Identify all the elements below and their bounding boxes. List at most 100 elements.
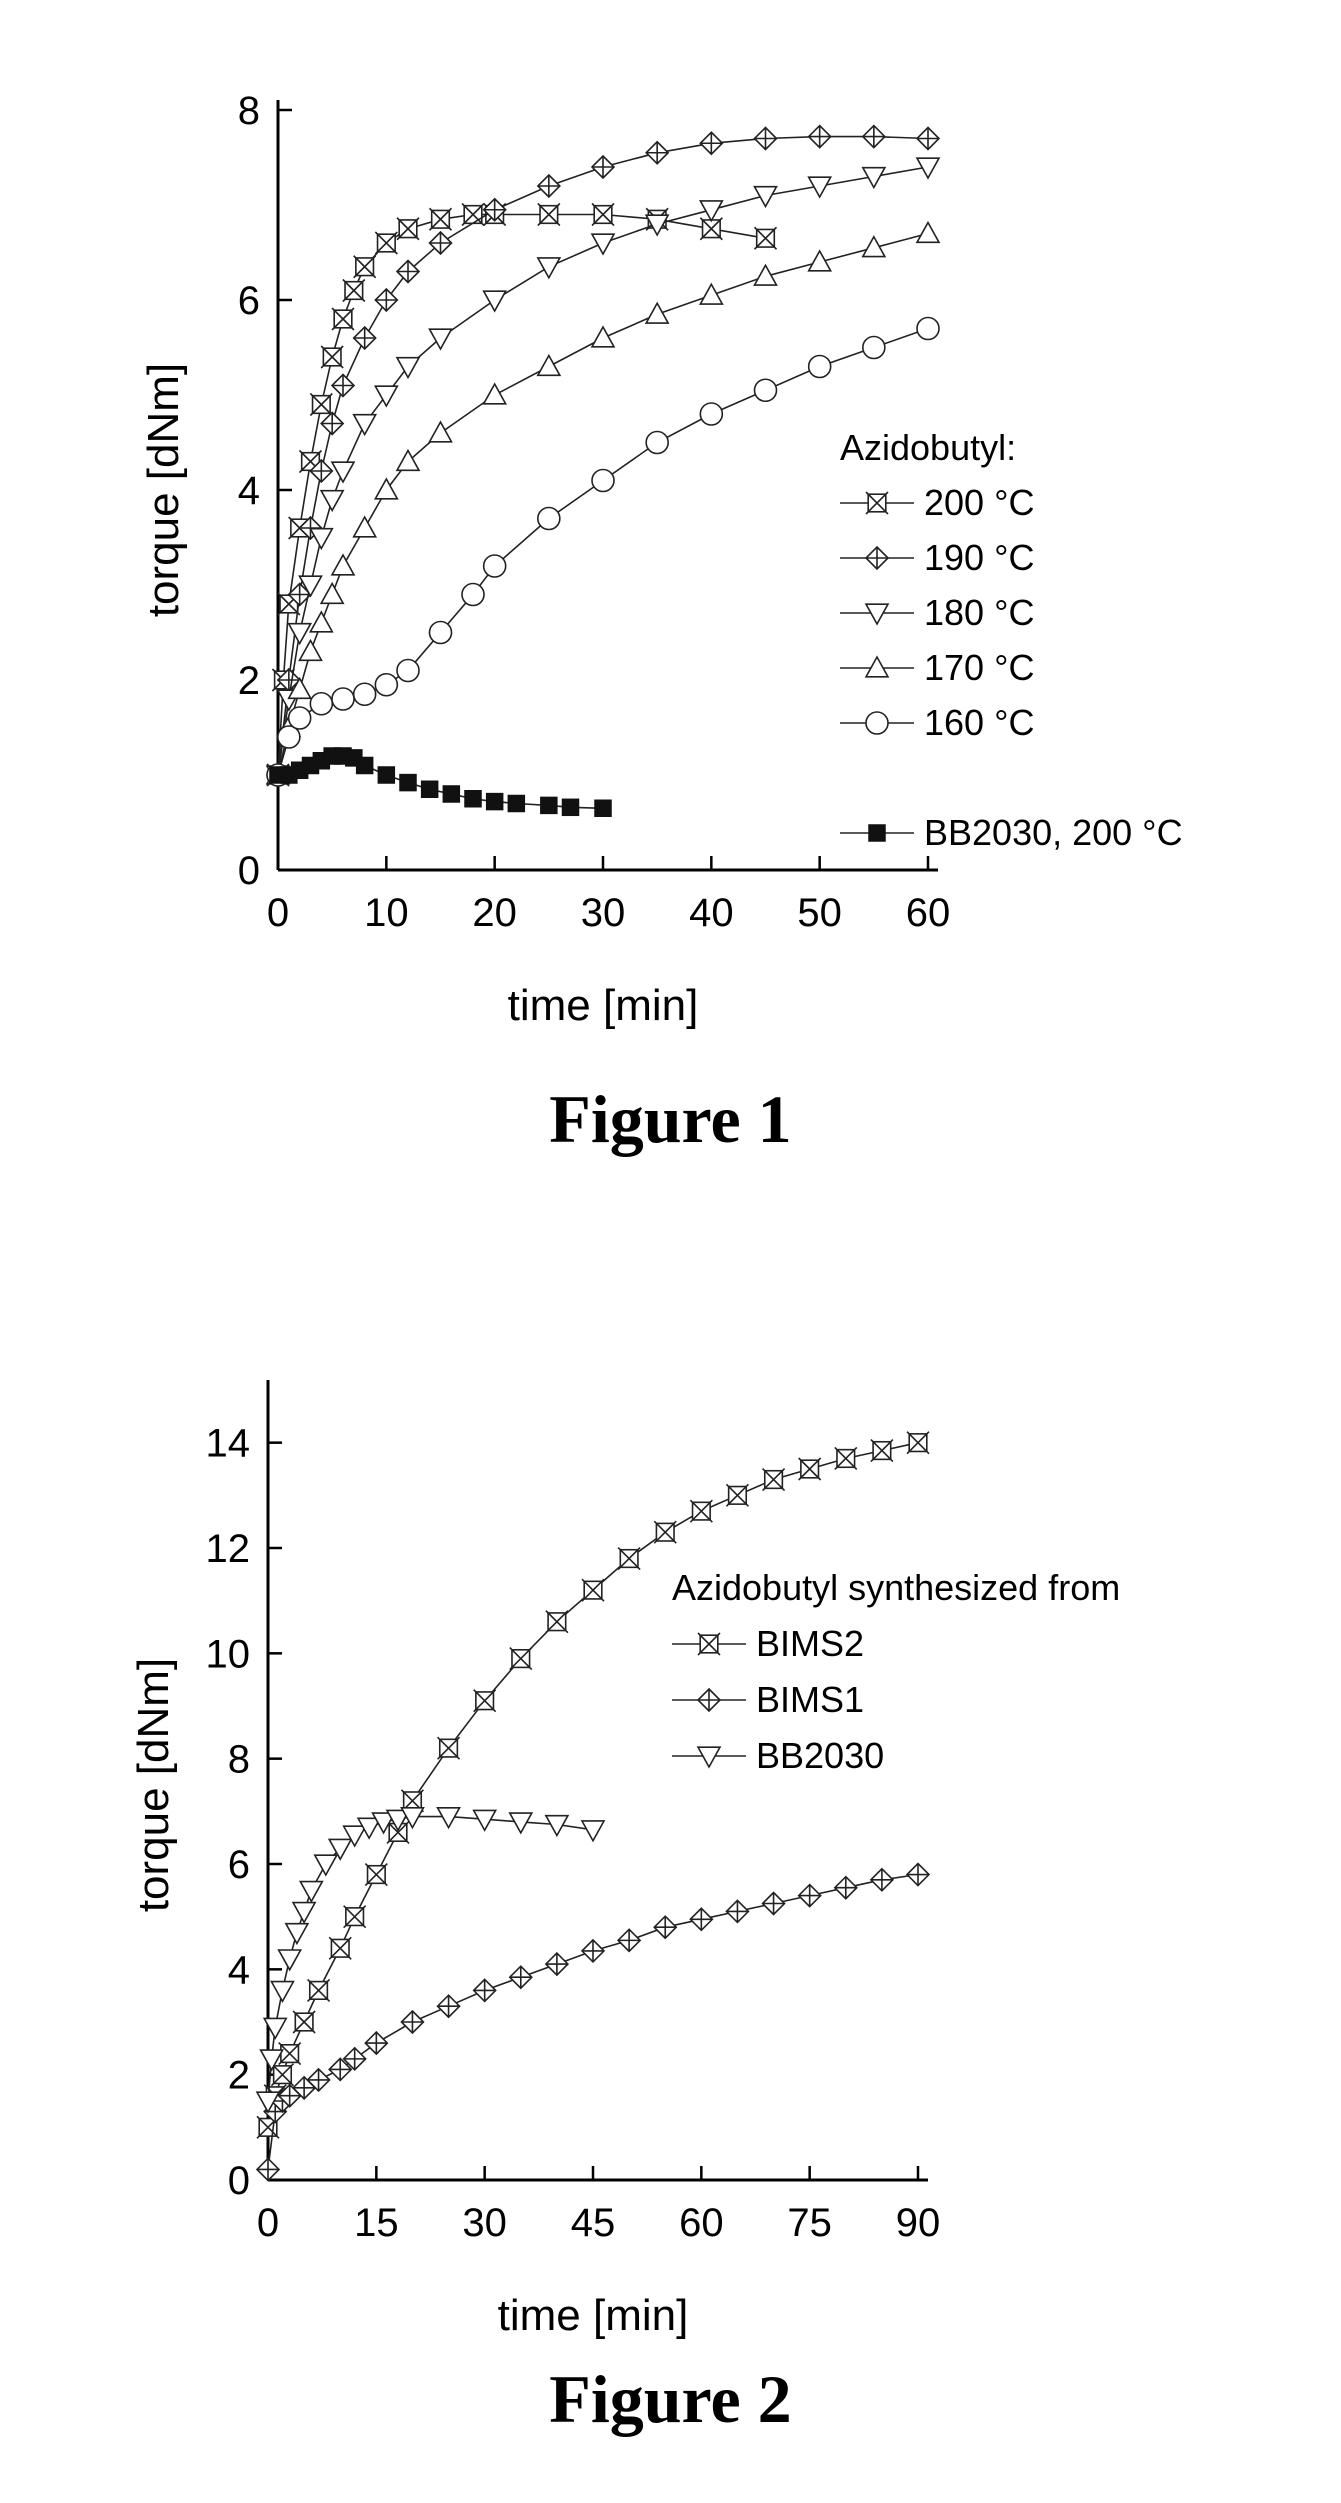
data-point — [271, 2064, 293, 2086]
data-point — [595, 800, 612, 817]
legend-marker — [698, 1747, 720, 1767]
data-point — [300, 641, 322, 661]
data-point — [289, 707, 311, 729]
data-point — [321, 584, 343, 604]
x-tick-label: 40 — [689, 891, 734, 935]
data-point — [332, 462, 354, 482]
data-point — [375, 232, 397, 254]
series-line — [268, 1443, 918, 2128]
data-point-shape — [375, 674, 397, 696]
data-point-shape — [538, 508, 560, 530]
data-point — [871, 1440, 893, 1462]
data-point-shape — [279, 1950, 301, 1970]
data-point — [271, 1982, 293, 2002]
data-point — [917, 128, 939, 150]
legend-label: BB2030 — [756, 1735, 884, 1776]
data-point-shape — [332, 462, 354, 482]
data-point — [400, 774, 417, 791]
data-point-shape — [397, 660, 419, 682]
data-point — [378, 767, 395, 784]
data-point — [917, 318, 939, 340]
y-axis-title: torque [dNm] — [139, 363, 188, 617]
x-tick-label: 30 — [462, 2201, 507, 2245]
data-point — [310, 693, 332, 715]
series-line — [278, 329, 928, 776]
series-circle — [267, 318, 939, 787]
data-point — [726, 1484, 748, 1506]
data-point — [375, 386, 397, 406]
data-point — [332, 375, 354, 397]
x-tick-label: 30 — [581, 891, 626, 935]
x-tick-label: 75 — [787, 2201, 832, 2245]
data-point-shape — [430, 622, 452, 644]
data-point-shape — [332, 555, 354, 575]
legend-label: 200 °C — [924, 482, 1034, 523]
data-point — [592, 156, 614, 178]
y-tick-label: 2 — [228, 2054, 250, 2098]
y-tick-label: 6 — [228, 1843, 250, 1887]
x-tick-label: 0 — [267, 891, 289, 935]
data-point — [654, 1521, 676, 1543]
data-point-shape — [541, 797, 558, 814]
data-point — [863, 337, 885, 359]
data-point-shape — [508, 795, 525, 812]
data-point — [863, 126, 885, 148]
x-tick-label: 20 — [472, 891, 517, 935]
data-point — [582, 1821, 604, 1841]
data-point-shape — [462, 584, 484, 606]
data-point-shape — [917, 318, 939, 340]
data-point — [465, 791, 482, 808]
data-point — [835, 1447, 857, 1469]
legend-marker — [866, 492, 888, 514]
data-point-shape — [562, 799, 579, 816]
data-point-shape — [354, 683, 376, 705]
x-tick-label: 45 — [571, 2201, 616, 2245]
series-square-filled — [270, 748, 612, 817]
data-point — [484, 291, 506, 311]
legend: Azidobutyl:200 °C190 °C180 °C170 °C160 °… — [840, 427, 1183, 853]
data-point-shape — [378, 767, 395, 784]
data-point — [618, 1929, 640, 1951]
data-point — [799, 1458, 821, 1480]
data-point — [538, 356, 560, 376]
data-point — [354, 683, 376, 705]
data-point — [690, 1908, 712, 1930]
y-tick-label: 6 — [238, 279, 260, 323]
data-point — [700, 201, 722, 221]
data-point-shape — [397, 358, 419, 378]
legend-label: 170 °C — [924, 647, 1034, 688]
legend-marker — [866, 604, 888, 624]
data-point — [538, 258, 560, 278]
data-point-shape — [592, 234, 614, 254]
legend-marker — [866, 657, 888, 677]
data-point — [397, 660, 419, 682]
data-point — [538, 204, 560, 226]
data-point-shape — [465, 791, 482, 808]
legend-marker — [866, 547, 888, 569]
data-point — [700, 284, 722, 304]
data-point — [755, 187, 777, 207]
data-point — [332, 688, 354, 710]
data-point-shape — [271, 1982, 293, 2002]
data-point — [443, 786, 460, 803]
data-point-shape — [538, 356, 560, 376]
data-point — [279, 1950, 301, 1970]
data-point-shape — [538, 258, 560, 278]
data-point — [809, 356, 831, 378]
data-point — [592, 327, 614, 347]
legend-marker — [698, 1633, 720, 1655]
data-point-shape — [755, 265, 777, 285]
data-point — [344, 1906, 366, 1928]
legend-marker-shape — [698, 1747, 720, 1767]
data-point — [510, 1648, 532, 1670]
legend-marker-shape — [869, 825, 886, 842]
legend-marker — [866, 712, 888, 734]
data-point — [286, 1924, 308, 1944]
data-point-shape — [863, 237, 885, 257]
data-point — [310, 394, 332, 416]
data-point-shape — [289, 707, 311, 729]
data-point — [397, 451, 419, 471]
data-point-shape — [700, 201, 722, 221]
x-tick-label: 60 — [906, 891, 951, 935]
data-point — [257, 2158, 279, 2180]
